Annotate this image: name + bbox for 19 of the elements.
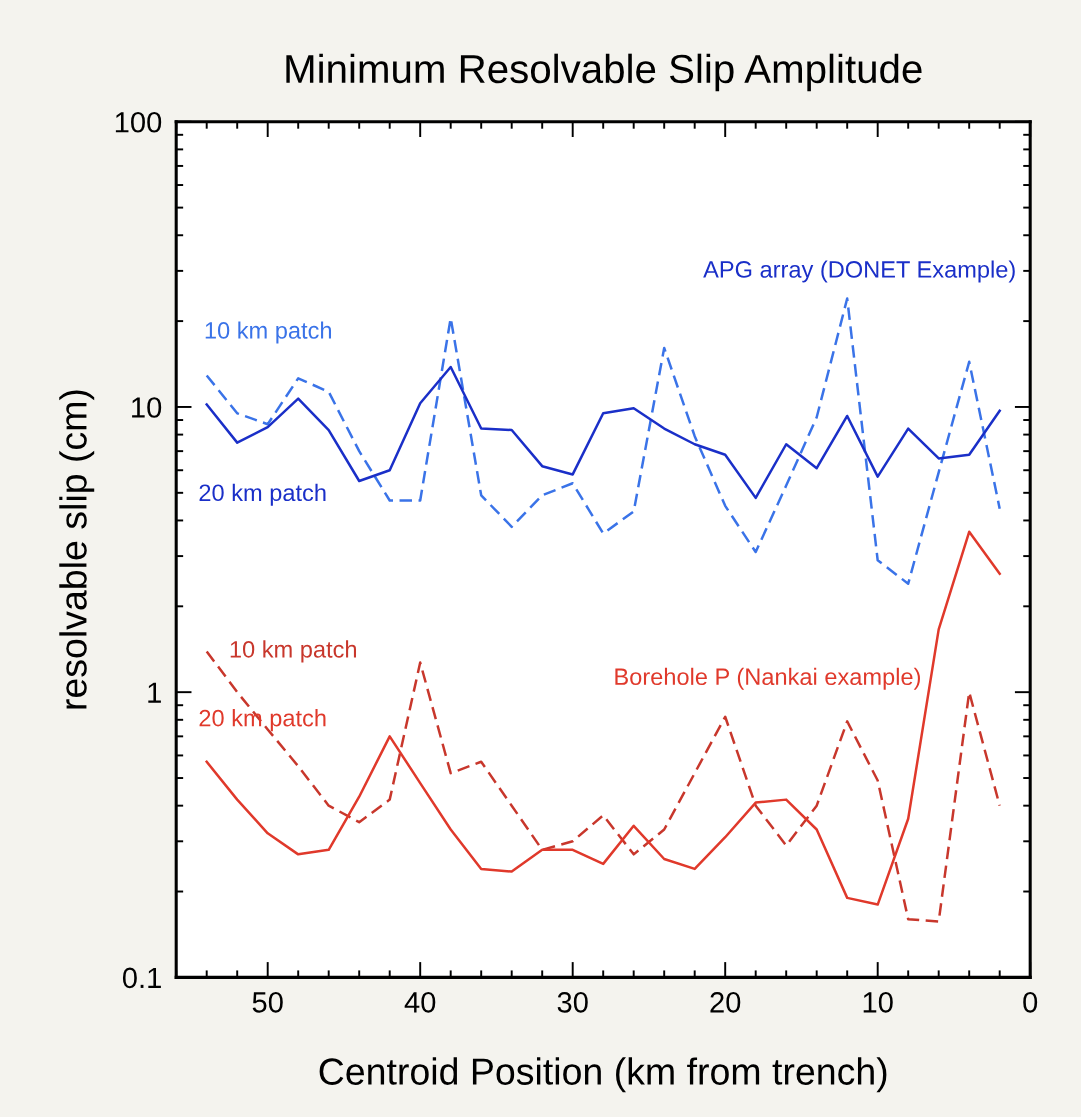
y-tick-label: 0.1	[122, 967, 161, 989]
annotation: APG array (DONET Example)	[703, 260, 1015, 283]
x-tick-label: 50	[252, 992, 283, 1013]
series-label: 20 km patch	[199, 483, 326, 506]
y-tick-label: 1	[148, 682, 161, 703]
annotation: Borehole P (Nankai example)	[615, 667, 920, 690]
x-tick-label: 0	[1023, 992, 1038, 1013]
y-tick-label: 10	[132, 397, 162, 418]
series-label: 10 km patch	[205, 321, 332, 344]
x-axis-title: Centroid Position (km from trench)	[319, 1057, 887, 1093]
y-axis-title: resolvable slip (cm)	[59, 390, 95, 709]
chart-title: Minimum Resolvable Slip Amplitude	[286, 53, 922, 92]
x-tick-label: 10	[863, 992, 893, 1013]
x-tick-label: 40	[404, 992, 436, 1013]
x-tick-label: 20	[710, 992, 741, 1013]
y-tick-label: 100	[115, 111, 162, 133]
series-label: 10 km patch	[230, 640, 357, 663]
series-label: 20 km patch	[199, 709, 326, 732]
x-tick-label: 30	[557, 992, 588, 1013]
